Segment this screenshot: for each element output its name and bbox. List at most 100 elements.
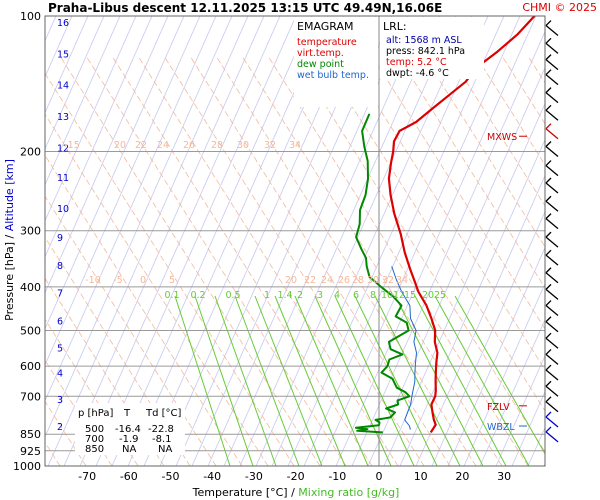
mixing-ratio-line xyxy=(274,295,346,466)
pressure-tick-label: 1000 xyxy=(13,460,41,473)
temperature-tick-label: -20 xyxy=(287,470,305,483)
temperature-tick-label: -50 xyxy=(162,470,180,483)
dry-adiabat-label: 24 xyxy=(321,275,333,286)
y-axis-label-altitude: Altitude [km] xyxy=(3,159,16,231)
table-cell: -22.8 xyxy=(148,424,174,435)
wind-barb-flag xyxy=(545,283,552,290)
y-axis-label: Pressure [hPa] / Altitude [km] xyxy=(3,159,16,321)
pressure-tick-label: 700 xyxy=(20,390,41,403)
temperature-tick-label: 0 xyxy=(376,470,383,483)
wind-barb-flag xyxy=(545,348,552,355)
mixing-ratio-label: 0.1 xyxy=(164,290,179,301)
altitude-tick-label: 13 xyxy=(57,112,69,123)
isotherm-line xyxy=(45,16,137,222)
mixing-ratio-label: 12 xyxy=(393,290,405,301)
pressure-tick-label: 400 xyxy=(20,281,41,294)
wind-barb xyxy=(545,25,559,37)
dry-adiabat-label: 0 xyxy=(140,275,146,286)
isotherm-line xyxy=(560,16,600,466)
wind-barb-flag xyxy=(545,104,552,111)
dry-adiabat-label: 32 xyxy=(264,140,276,151)
dry-adiabat-label: 28 xyxy=(211,140,223,151)
wind-barb xyxy=(545,42,559,54)
dry-adiabat-label: 24 xyxy=(157,140,169,151)
mixing-ratio-line xyxy=(394,295,484,466)
isotherm-line xyxy=(351,30,545,466)
wind-barb-flag xyxy=(545,160,552,167)
altitude-tick-label: 2 xyxy=(57,422,63,433)
wind-barb xyxy=(545,272,559,284)
legend-box xyxy=(294,17,378,107)
mixing-ratio-line xyxy=(174,295,231,466)
pressure-tick-label: 850 xyxy=(20,428,41,441)
temperature-tick-label: -40 xyxy=(203,470,221,483)
table-header-td: Td [°C] xyxy=(145,408,182,419)
table-cell: -1.9 xyxy=(119,434,139,445)
dry-adiabat-label: 28 xyxy=(352,275,364,286)
mixing-ratio-line xyxy=(354,295,438,466)
altitude-tick-label: 16 xyxy=(57,18,69,29)
dry-adiabat-line xyxy=(580,56,600,466)
temperature-tick-label: 20 xyxy=(455,470,469,483)
altitude-tick-label: 3 xyxy=(57,395,63,406)
mixing-ratio-label: 10 xyxy=(381,290,393,301)
mixing-ratio-line xyxy=(254,295,323,466)
pressure-ticks: 100 200 300 400 500 600 700 850 925 1000 xyxy=(13,10,41,473)
isotherm-line xyxy=(271,16,473,466)
altitude-ticks: 2 3 4 5 6 7 8 9 10 11 12 13 14 15 16 xyxy=(57,18,69,433)
dew-point-line xyxy=(354,113,411,434)
isotherm-line xyxy=(463,282,545,466)
legend-title: EMAGRAM xyxy=(297,20,354,33)
level-fzlv-label: FZLV xyxy=(487,402,510,413)
dry-adiabat-label: 26 xyxy=(338,275,350,286)
pressure-tick-label: 925 xyxy=(20,445,41,458)
x-axis-label: Temperature [°C] / Mixing ratio [g/kg] xyxy=(192,486,400,499)
lrl-press: press: 842.1 hPa xyxy=(386,46,465,57)
wind-barb xyxy=(545,165,559,177)
chart-title: Praha-Libus descent 12.11.2025 13:15 UTC… xyxy=(48,1,442,15)
mixing-ratio-label: 3 xyxy=(317,290,323,301)
wind-barb xyxy=(545,218,559,230)
isotherm-lines xyxy=(45,16,600,466)
dry-adiabat-label: 5 xyxy=(169,275,175,286)
lrl-alt: alt: 1568 m ASL xyxy=(386,35,462,46)
isotherm-line xyxy=(319,16,521,466)
mixing-ratio-label: 1 xyxy=(264,290,270,301)
dry-adiabat-labels: -15 20 22 24 26 28 30 32 34-10 -5 0 5 20 22 24 26 28 30 32… xyxy=(64,140,408,286)
altitude-tick-label: 8 xyxy=(57,261,63,272)
mixing-ratio-lines xyxy=(174,295,545,466)
wind-barb-flag xyxy=(545,87,552,94)
altitude-tick-label: 15 xyxy=(57,49,69,60)
data-table-box xyxy=(75,403,185,455)
isotherm-line xyxy=(47,16,249,466)
x-axis-label-mixing-ratio: Mixing ratio [g/kg] xyxy=(298,486,399,499)
isotherm-line xyxy=(45,16,217,402)
mixing-ratio-line xyxy=(194,295,254,466)
isotherm-line xyxy=(335,16,537,466)
wind-barb-flag xyxy=(545,249,552,256)
isotherm-line xyxy=(111,16,313,466)
dry-adiabat-label: 26 xyxy=(183,140,195,151)
wind-barb xyxy=(545,182,559,194)
mixing-ratio-line xyxy=(294,295,369,466)
wind-barb xyxy=(545,236,559,248)
wind-barb-flag xyxy=(545,426,552,433)
y-axis-label-separator: / xyxy=(3,231,16,242)
level-mxws-label: MXWS xyxy=(487,132,517,143)
wind-barb-flag xyxy=(545,267,552,274)
altitude-tick-label: 12 xyxy=(57,144,69,155)
wet-bulb-line xyxy=(391,266,417,430)
wind-barb-flag xyxy=(545,54,552,61)
dry-adiabat-label: 34 xyxy=(396,275,408,286)
temperature-tick-label: -30 xyxy=(245,470,263,483)
isotherm-line xyxy=(255,16,457,466)
wind-barb-flag xyxy=(545,141,552,147)
isotherm-line xyxy=(239,16,441,466)
altitude-tick-label: 7 xyxy=(57,289,63,300)
wind-barbs xyxy=(545,20,559,443)
altitude-tick-label: 9 xyxy=(57,233,63,244)
wind-barb-flag xyxy=(545,37,552,44)
temperature-tick-label: -10 xyxy=(328,470,346,483)
plot-frame xyxy=(44,15,546,467)
